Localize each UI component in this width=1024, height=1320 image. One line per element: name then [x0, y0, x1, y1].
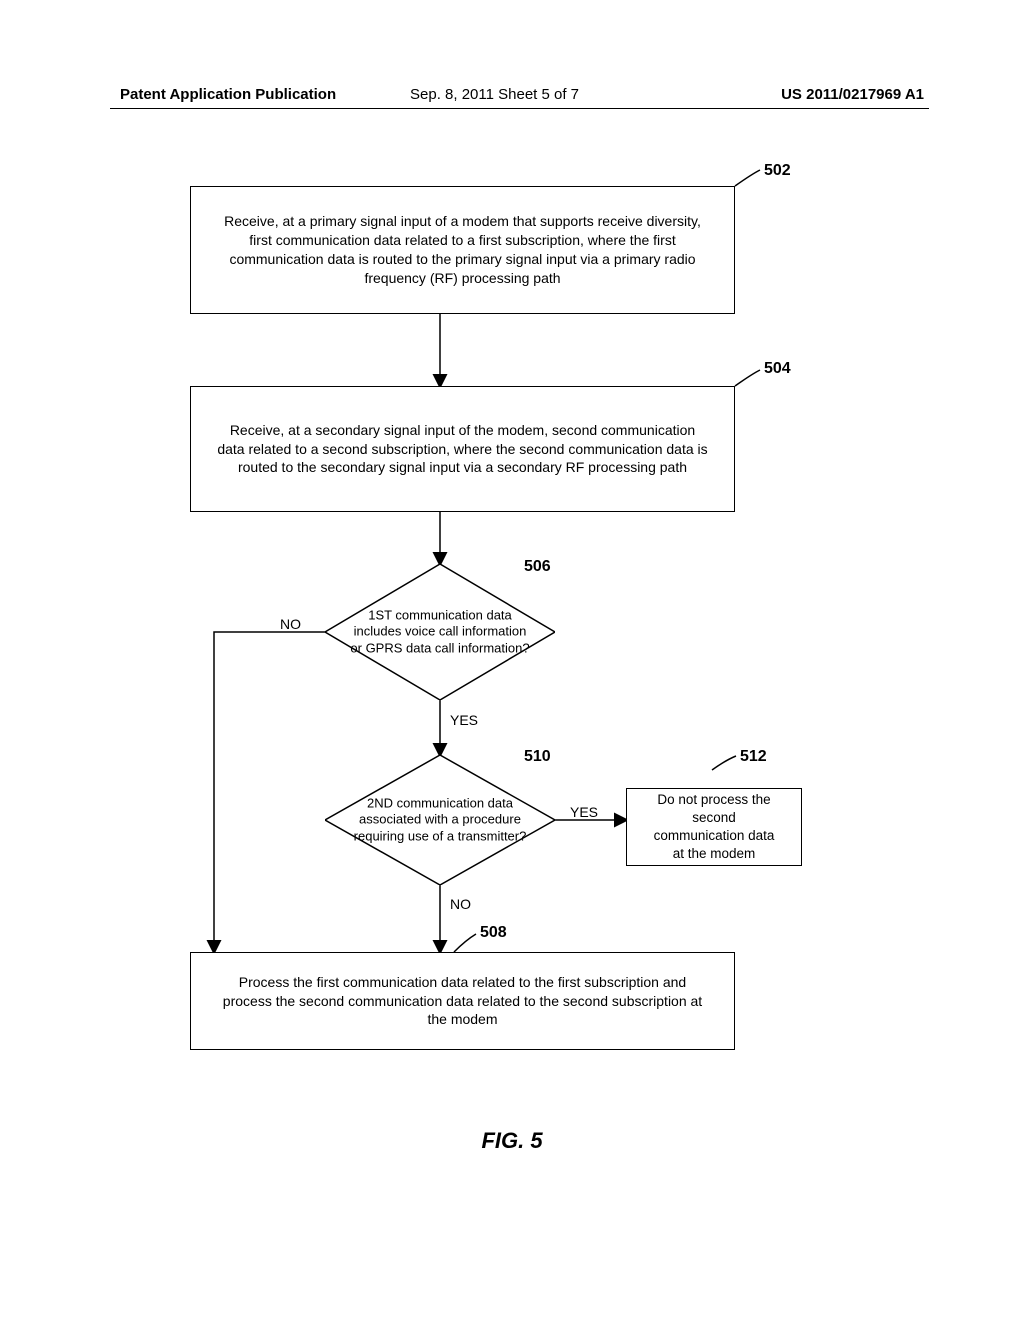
flow-box-504: Receive, at a secondary signal input of … — [190, 386, 735, 512]
flow-decision-510: 2ND communication data associated with a… — [325, 755, 555, 885]
flow-decision-text: 2ND communication data associated with a… — [350, 796, 529, 845]
ref-label-502: 502 — [764, 162, 791, 180]
ref-label-508: 508 — [480, 924, 507, 942]
edge-label: YES — [570, 804, 598, 820]
page: Patent Application Publication Sep. 8, 2… — [0, 0, 1024, 1320]
flow-box-text: Receive, at a secondary signal input of … — [215, 421, 710, 478]
edge-label: YES — [450, 712, 478, 728]
ref-label-510: 510 — [524, 748, 551, 766]
flow-box-508: Process the first communication data rel… — [190, 952, 735, 1050]
flow-box-502: Receive, at a primary signal input of a … — [190, 186, 735, 314]
ref-label-504: 504 — [764, 360, 791, 378]
flow-decision-506: 1ST communication data includes voice ca… — [325, 564, 555, 700]
flow-box-text: Do not process the second communication … — [651, 791, 777, 864]
ref-label-506: 506 — [524, 558, 551, 576]
flow-box-512: Do not process the second communication … — [626, 788, 802, 866]
flow-box-text: Receive, at a primary signal input of a … — [215, 212, 710, 288]
ref-label-512: 512 — [740, 748, 767, 766]
figure-label: FIG. 5 — [481, 1128, 542, 1154]
edge-label: NO — [280, 616, 301, 632]
flow-decision-text: 1ST communication data includes voice ca… — [350, 608, 529, 657]
flow-box-text: Process the first communication data rel… — [215, 973, 710, 1030]
edge-label: NO — [450, 896, 471, 912]
